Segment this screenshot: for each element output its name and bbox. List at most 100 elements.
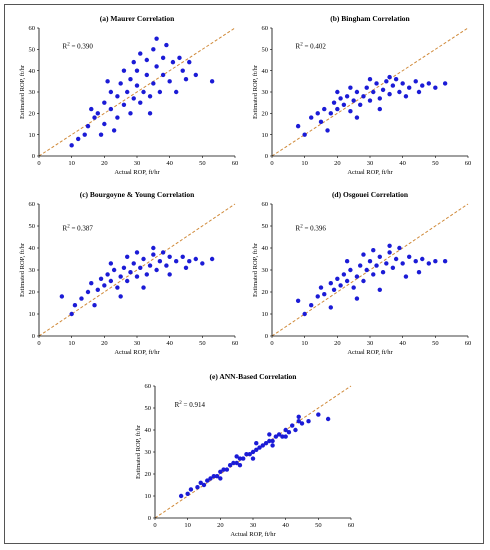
data-point [160, 250, 166, 255]
data-point [433, 259, 438, 264]
scatter-points [295, 74, 448, 137]
data-point [131, 261, 136, 266]
data-point [128, 270, 133, 275]
data-point [309, 115, 314, 120]
data-point [338, 96, 343, 101]
data-point [108, 278, 114, 284]
data-point [380, 270, 386, 275]
y-tick-label: 60 [29, 25, 36, 32]
data-point [105, 272, 110, 277]
y-tick-label: 0 [148, 515, 151, 522]
data-point [115, 94, 120, 99]
data-point [167, 254, 172, 259]
data-point [267, 438, 272, 444]
y-axis-label: Estimated ROP, ft/hr [135, 424, 142, 479]
y-tick-label: 10 [29, 132, 36, 139]
data-point [92, 303, 97, 308]
data-point [254, 447, 259, 452]
y-tick-label: 10 [262, 132, 269, 139]
data-point [183, 77, 189, 82]
x-tick-label: 10 [68, 340, 75, 347]
data-point [384, 261, 389, 266]
data-point [344, 94, 350, 99]
reference-line [271, 27, 469, 157]
data-point [134, 250, 140, 255]
data-point [241, 456, 246, 461]
data-point [263, 441, 269, 446]
y-tick-label: 50 [145, 405, 152, 412]
data-point [244, 452, 249, 457]
data-point [280, 434, 285, 439]
x-tick-label: 30 [367, 340, 374, 347]
data-point [125, 89, 130, 95]
reference-line [38, 203, 236, 337]
x-tick-label: 40 [166, 340, 173, 347]
data-point [98, 132, 104, 137]
data-point [358, 102, 363, 108]
data-point [95, 111, 101, 116]
data-point [79, 296, 84, 301]
data-point [144, 57, 149, 63]
data-point [393, 77, 399, 82]
data-point [348, 85, 353, 90]
y-tick-label: 0 [32, 153, 35, 160]
data-point [371, 248, 376, 253]
data-point [290, 423, 295, 428]
data-point [407, 254, 412, 259]
y-tick-label: 40 [29, 245, 36, 252]
data-point [147, 111, 153, 116]
data-point [316, 412, 321, 417]
data-point [341, 102, 347, 108]
data-point [157, 89, 163, 95]
data-point [322, 106, 327, 112]
data-point [178, 493, 184, 499]
data-point [442, 259, 448, 264]
x-tick-label: 50 [432, 160, 439, 167]
data-point [351, 285, 356, 290]
data-point [325, 416, 331, 422]
data-point [69, 143, 74, 148]
data-point [205, 478, 210, 483]
data-point [377, 287, 382, 292]
data-point [138, 100, 143, 105]
data-point [187, 59, 192, 65]
x-tick-label: 0 [270, 160, 273, 167]
data-point [283, 434, 288, 439]
y-axis-label: Estimated ROP, ft/hr [19, 242, 26, 297]
y-tick-label: 10 [29, 311, 36, 318]
x-tick-label: 40 [399, 160, 406, 167]
data-point [302, 132, 307, 137]
data-point [328, 111, 333, 116]
data-point [76, 136, 81, 142]
data-point [108, 89, 114, 95]
x-axis-label: Actual ROP, ft/hr [347, 349, 393, 356]
data-point [341, 272, 347, 277]
data-point [180, 68, 185, 73]
data-point [102, 283, 107, 288]
data-point [167, 79, 172, 84]
panel-1: (b) Bingham Correlation 0 10 20 30 40 50 60 0 10 2… [252, 14, 471, 176]
y-tick-label: 40 [145, 427, 152, 434]
x-tick-label: 0 [270, 340, 273, 347]
data-point [218, 476, 223, 481]
data-point [344, 259, 350, 264]
data-point [154, 36, 159, 41]
data-point [315, 111, 320, 116]
x-tick-label: 50 [199, 340, 206, 347]
data-point [147, 263, 153, 268]
data-point [187, 259, 192, 264]
data-point [209, 256, 215, 262]
data-point [201, 482, 207, 488]
data-point [221, 467, 226, 472]
x-tick-label: 60 [232, 340, 239, 347]
data-point [151, 47, 156, 52]
reference-line [38, 27, 236, 157]
data-point [167, 272, 172, 277]
data-point [98, 276, 104, 281]
y-tick-label: 50 [262, 223, 269, 230]
data-point [72, 303, 78, 308]
x-tick-label: 20 [217, 522, 224, 529]
data-point [85, 289, 91, 295]
data-point [151, 245, 156, 251]
x-tick-label: 30 [134, 160, 141, 167]
